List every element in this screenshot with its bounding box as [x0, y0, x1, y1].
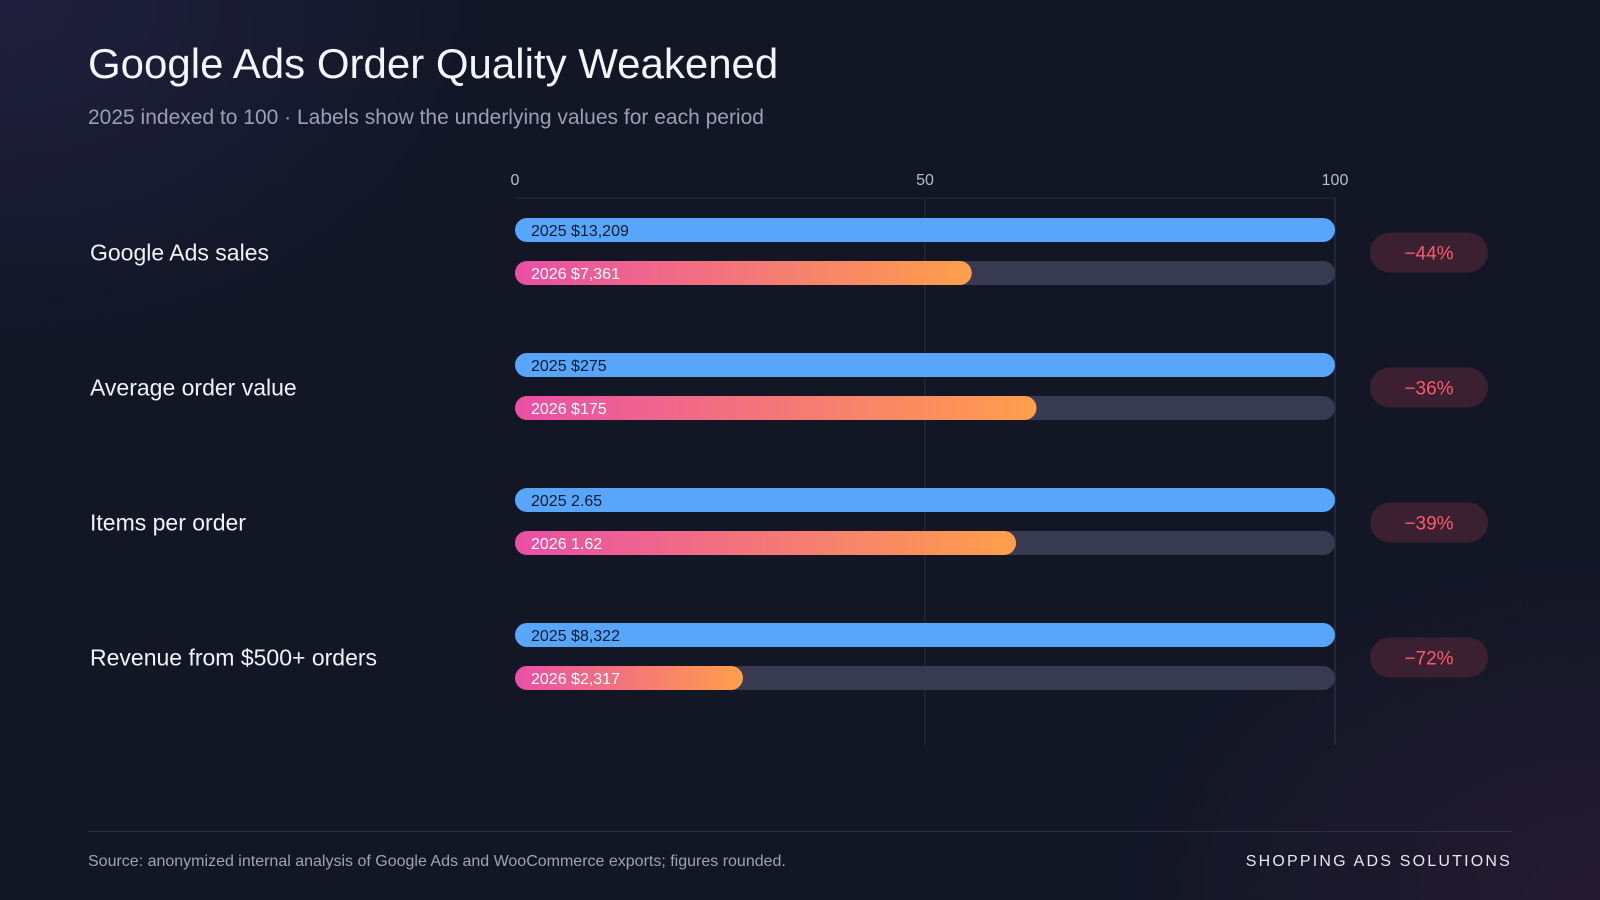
change-badge-label: −44% [1404, 244, 1453, 265]
category-group: Revenue from $500+ orders 2025 $8,322 2026… [90, 623, 1488, 690]
bar-2026 [515, 666, 743, 690]
comparison-bar-chart: 0 50 100 Google Ads sales 2025 $13,209 2026 … [90, 172, 1488, 745]
change-badge [1370, 232, 1488, 273]
bar-2026 [515, 531, 1017, 555]
bar-2025 [515, 623, 1335, 647]
bar-2025 [515, 218, 1335, 242]
bar-2026-label: 2026 $7,361 [531, 266, 620, 283]
change-badge [1370, 637, 1488, 678]
brand-label: SHOPPING ADS SOLUTIONS [1245, 853, 1512, 870]
chart-subtitle: 2025 indexed to 100 · Labels show the un… [88, 106, 764, 129]
category-label: Revenue from $500+ orders [90, 645, 377, 671]
bar-2026 [515, 261, 972, 285]
chart-title: Google Ads Order Quality Weakened [88, 40, 779, 87]
footer-divider [88, 831, 1512, 832]
change-badge-label: −36% [1404, 379, 1453, 400]
bar-2025-label: 2025 $8,322 [531, 628, 620, 645]
bar-2026-label: 2026 $175 [531, 401, 607, 418]
category-label: Items per order [90, 510, 246, 536]
change-badge-label: −72% [1404, 649, 1453, 670]
category-group: Google Ads sales 2025 $13,209 2026 $7,361 −… [90, 218, 1488, 285]
bar-2025-label: 2025 $13,209 [531, 223, 629, 240]
bar-2025-label: 2025 2.65 [531, 493, 602, 510]
source-note: Source: anonymized internal analysis of … [88, 853, 786, 870]
bar-2026 [515, 396, 1037, 420]
bar-2025 [515, 353, 1335, 377]
change-badge-label: −39% [1404, 514, 1453, 535]
bar-2026-label: 2026 1.62 [531, 536, 602, 553]
x-tick-label: 0 [511, 172, 520, 189]
change-badge [1370, 502, 1488, 543]
category-label: Average order value [90, 375, 297, 401]
category-label: Google Ads sales [90, 240, 269, 266]
x-tick-label: 100 [1322, 172, 1349, 189]
x-tick-label: 50 [916, 172, 934, 189]
category-group: Average order value 2025 $275 2026 $175 −36… [90, 353, 1488, 420]
bar-2025-label: 2025 $275 [531, 358, 607, 375]
category-group: Items per order 2025 2.65 2026 1.62 −39% [90, 488, 1488, 555]
bar-2025 [515, 488, 1335, 512]
bar-2026-label: 2026 $2,317 [531, 671, 620, 688]
change-badge [1370, 367, 1488, 408]
